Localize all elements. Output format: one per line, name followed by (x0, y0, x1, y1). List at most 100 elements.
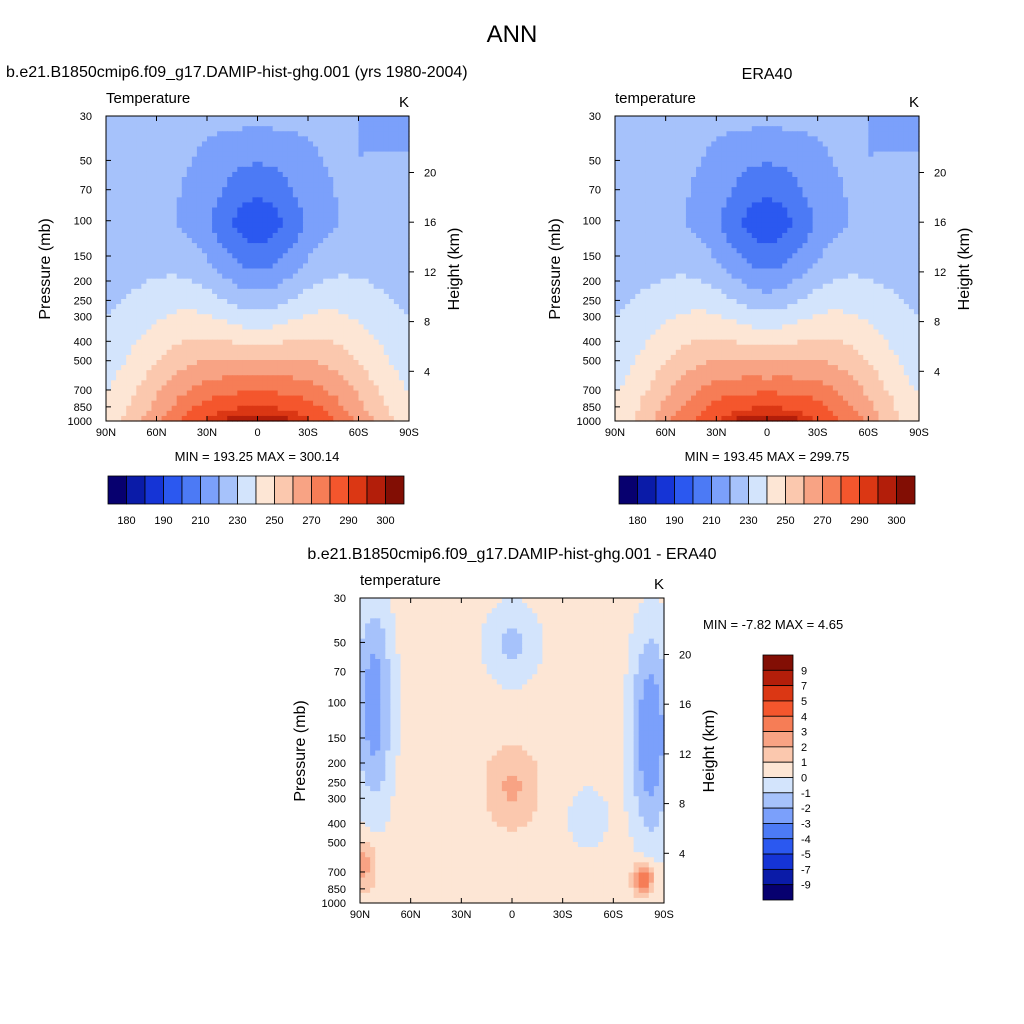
model-contour-cell (232, 207, 238, 214)
model-contour-cell (212, 243, 218, 249)
obs-contour-cell (822, 202, 829, 209)
model-contour-cell (121, 151, 127, 158)
model-contour-cell (353, 207, 360, 214)
model-contour-cell (323, 217, 329, 224)
model-contour-cell (171, 319, 178, 326)
model-contour-cell (373, 354, 380, 361)
model-contour-cell (267, 116, 274, 122)
model-contour-cell (176, 253, 183, 259)
model-contour-cell (388, 339, 395, 346)
obs-contour-cell (883, 202, 890, 209)
obs-contour-cell (716, 182, 722, 188)
model-contour-cell (333, 283, 339, 290)
obs-contour-cell (873, 121, 880, 127)
model-contour-cell (343, 375, 349, 381)
obs-contour-cell (625, 177, 631, 183)
obs-contour-cell (711, 222, 717, 229)
model-contour-cell (328, 319, 334, 326)
model-contour-cell (247, 339, 254, 346)
model-contour-cell (106, 273, 112, 280)
model-contour-cell (393, 202, 400, 209)
obs-contour-cell (782, 212, 788, 219)
model-contour-cell (126, 156, 132, 163)
model-contour-cell (388, 304, 395, 310)
obs-contour-cell (645, 136, 652, 143)
obs-contour-cell (711, 217, 717, 224)
model-contour-cell (156, 299, 163, 305)
obs-contour-cell (883, 126, 890, 132)
obs-contour-cell (878, 151, 885, 158)
model-contour-cell (348, 161, 355, 168)
model-contour-cell (217, 293, 223, 300)
model-contour-cell (166, 309, 173, 315)
model-contour-cell (308, 116, 314, 122)
obs-contour-cell (837, 156, 844, 163)
model-contour-cell (297, 415, 304, 422)
model-contour-cell (267, 258, 274, 265)
model-contour-cell (181, 273, 188, 280)
obs-contour-cell (640, 156, 646, 163)
model-contour-cell (323, 370, 329, 376)
model-contour-cell (237, 319, 243, 326)
model-contour-cell (252, 354, 259, 361)
model-contour-cell (267, 121, 274, 127)
model-contour-cell (227, 248, 233, 254)
model-contour-cell (191, 268, 198, 275)
model-contour-cell (393, 217, 400, 224)
obs-contour-cell (635, 151, 641, 158)
model-contour-cell (237, 202, 243, 209)
model-contour-cell (116, 156, 122, 163)
obs-contour-cell (898, 187, 905, 193)
model-contour-cell (176, 268, 183, 275)
model-contour-cell (368, 354, 375, 361)
model-contour-cell (403, 232, 410, 239)
model-contour-cell (313, 151, 319, 158)
model-contour-cell (252, 217, 259, 224)
obs-contour-cell (630, 187, 636, 193)
obs-contour-cell (701, 136, 707, 143)
obs-contour-cell (853, 217, 859, 224)
model-contour-cell (217, 156, 223, 163)
model-contour-cell (126, 273, 132, 280)
obs-contour-cell (655, 187, 662, 193)
model-contour-cell (282, 141, 289, 148)
model-contour-cell (282, 410, 289, 417)
obs-contour-cell (792, 146, 798, 153)
obs-contour-cell (761, 151, 768, 158)
obs-contour-cell (711, 126, 717, 132)
model-contour-cell (196, 283, 203, 290)
model-contour-cell (318, 116, 324, 122)
model-contour-cell (186, 319, 193, 326)
model-contour-cell (106, 299, 112, 305)
model-contour-cell (373, 182, 380, 188)
model-contour-cell (191, 151, 198, 158)
model-contour-cell (262, 248, 269, 254)
model-contour-cell (207, 293, 213, 300)
obs-contour-cell (726, 197, 733, 204)
model-contour-cell (146, 380, 153, 387)
model-contour-cell (156, 309, 163, 315)
model-contour-cell (328, 121, 334, 127)
model-contour-cell (121, 207, 127, 214)
obs-contour-cell (898, 141, 905, 148)
obs-contour-cell (777, 151, 783, 158)
model-contour-cell (191, 293, 198, 300)
obs-contour-cell (822, 131, 829, 137)
model-contour-cell (313, 314, 319, 320)
obs-contour-cell (782, 207, 788, 214)
model-contour-cell (313, 360, 319, 366)
model-contour-cell (141, 177, 147, 183)
model-contour-cell (313, 258, 319, 265)
model-contour-cell (151, 288, 158, 295)
model-contour-cell (328, 415, 334, 422)
model-contour-cell (308, 360, 314, 366)
model-contour-cell (313, 232, 319, 239)
obs-contour-cell (660, 136, 667, 143)
model-contour-cell (222, 304, 228, 310)
model-contour-cell (141, 339, 147, 346)
model-contour-cell (191, 156, 198, 163)
model-contour-cell (297, 202, 304, 209)
model-contour-cell (373, 116, 380, 122)
model-contour-cell (378, 243, 385, 249)
obs-contour-cell (726, 217, 733, 224)
